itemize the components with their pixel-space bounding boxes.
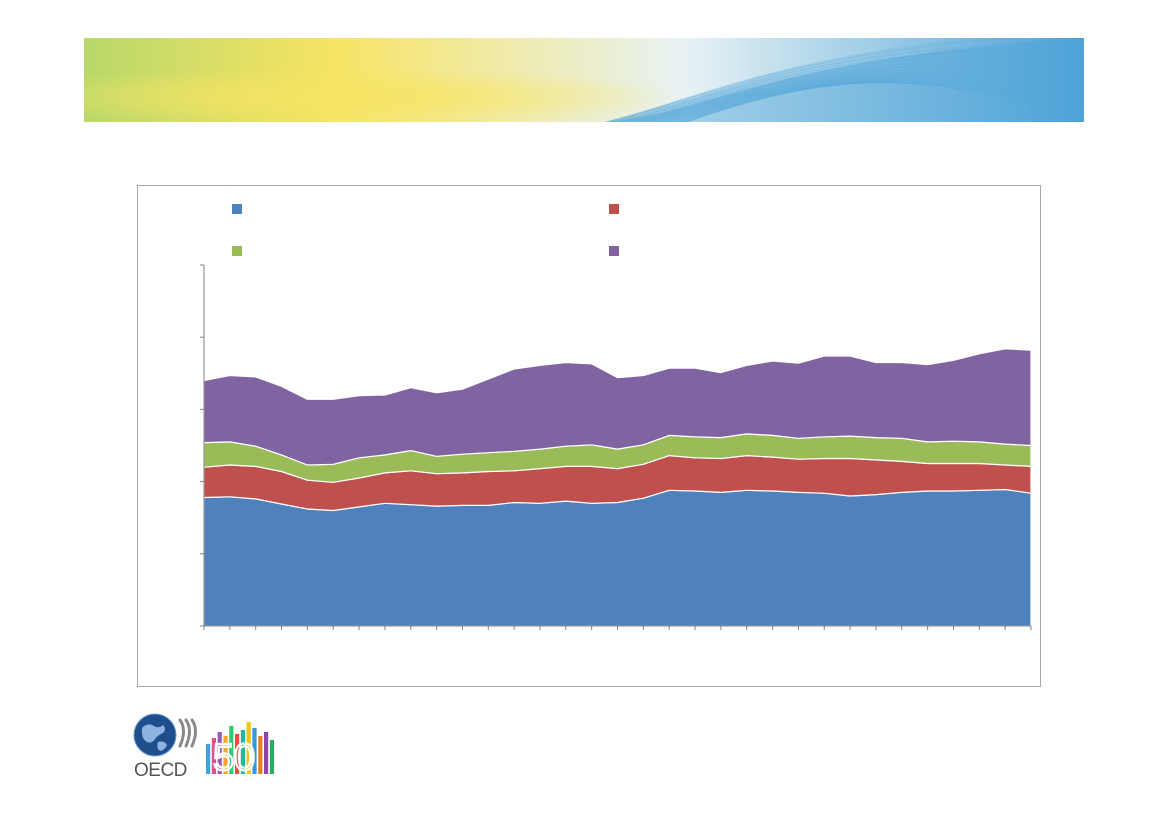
legend-swatch-series-2 <box>609 204 619 214</box>
banner-wave-line <box>650 72 1084 122</box>
banner-wave-line <box>627 55 1084 122</box>
banner-wave-line <box>645 69 1084 122</box>
logo-bar <box>235 734 240 774</box>
banner-wave-line <box>643 68 1084 122</box>
logo-bar <box>246 722 251 774</box>
banner-wave-line <box>629 56 1084 122</box>
logo-bar <box>252 728 257 774</box>
banner-wave-line <box>623 50 1084 122</box>
chart-frame <box>137 185 1041 687</box>
anniversary-number: 50 <box>213 737 255 779</box>
oecd-50-logo: 50 OECD <box>130 710 280 781</box>
area-series-4 <box>203 348 1032 466</box>
banner-wave-line <box>686 82 1078 122</box>
banner-wave-line <box>624 51 1084 122</box>
banner-wave-line <box>651 72 1084 122</box>
logo-bar <box>258 736 263 774</box>
legend-item-series-1 <box>232 202 248 216</box>
banner-wave-line <box>630 57 1084 122</box>
globe-icon <box>133 713 177 757</box>
logo-bar <box>217 732 222 774</box>
legend-swatch-series-1 <box>232 204 242 214</box>
chevrons-icon <box>178 718 197 748</box>
banner-wave-line <box>626 54 1084 122</box>
banner-wave-line <box>653 73 1084 122</box>
legend-item-series-2 <box>609 202 625 216</box>
banner-wave-line <box>647 70 1084 122</box>
banner-wave-line <box>648 70 1084 122</box>
header-banner <box>84 38 1084 122</box>
banner-wave-line <box>637 63 1084 122</box>
banner-wave-line <box>635 62 1084 122</box>
banner-wave-line <box>638 64 1084 122</box>
banner-wave-line <box>641 66 1084 122</box>
oecd-wordmark: OECD <box>134 760 187 780</box>
banner-wave-line <box>631 58 1084 122</box>
anniversary-bars-icon <box>206 722 274 774</box>
legend-swatch-series-4 <box>609 246 619 256</box>
logo-bar <box>223 736 228 774</box>
logo-bar <box>269 740 274 774</box>
logo-bar <box>206 744 211 774</box>
banner-wave-line <box>620 47 1084 122</box>
banner-wave-line <box>654 73 1084 122</box>
banner-wave-line <box>644 68 1084 122</box>
banner-wave-line <box>636 63 1084 122</box>
wave-lines-decoration-icon <box>84 38 1084 122</box>
banner-wave-line <box>632 60 1084 122</box>
banner-wave-line <box>649 71 1084 122</box>
banner-wave-line <box>633 61 1084 122</box>
banner-wave-line <box>621 48 1084 122</box>
logo-bar <box>240 730 245 774</box>
banner-wave-line <box>642 67 1084 122</box>
logo-bar <box>229 726 234 774</box>
logo-bar <box>211 738 216 774</box>
banner-wave-line <box>625 52 1084 122</box>
stacked-area-plot <box>200 264 1032 630</box>
legend-item-series-4 <box>609 244 625 258</box>
legend-swatch-series-3 <box>232 246 242 256</box>
logo-bar <box>264 732 269 774</box>
legend-item-series-3 <box>232 244 248 258</box>
banner-wave-line <box>639 65 1084 122</box>
